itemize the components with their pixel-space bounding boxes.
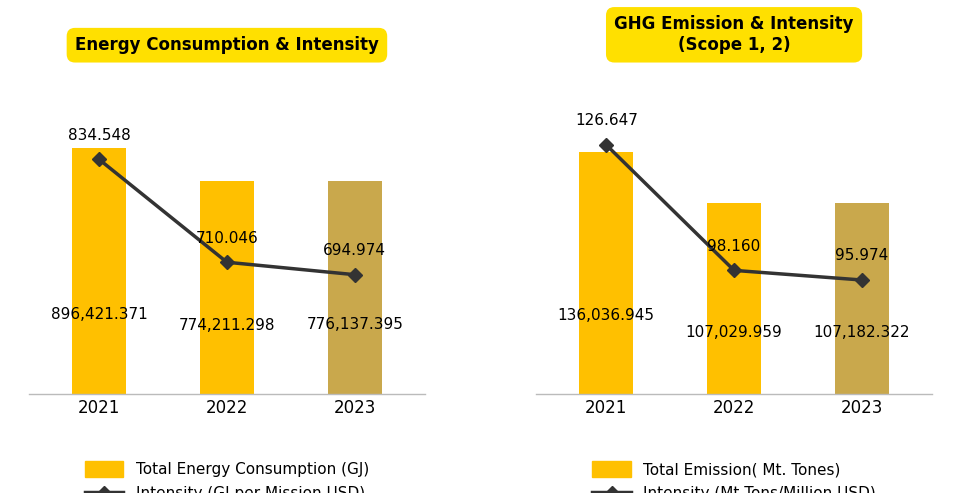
Text: 710.046: 710.046 (195, 231, 259, 246)
Text: 774,211.298: 774,211.298 (179, 317, 275, 333)
Title: Energy Consumption & Intensity: Energy Consumption & Intensity (75, 36, 379, 54)
Text: 107,182.322: 107,182.322 (814, 325, 910, 340)
Text: 107,029.959: 107,029.959 (686, 325, 782, 340)
Text: 126.647: 126.647 (575, 113, 638, 128)
Text: 694.974: 694.974 (323, 243, 386, 258)
Bar (835, 203, 889, 394)
Legend: Total Emission( Mt. Tones), Intensity (Mt Tons/Million USD): Total Emission( Mt. Tones), Intensity (M… (593, 461, 875, 493)
Bar (328, 181, 382, 394)
Text: 776,137.395: 776,137.395 (307, 317, 404, 332)
Bar (72, 147, 126, 394)
Text: 95.974: 95.974 (835, 248, 889, 263)
Bar (707, 203, 761, 394)
Text: 98.160: 98.160 (707, 239, 761, 254)
Bar (579, 151, 633, 394)
Text: 834.548: 834.548 (67, 128, 131, 143)
Text: 136,036.945: 136,036.945 (557, 308, 654, 323)
Title: GHG Emission & Intensity
(Scope 1, 2): GHG Emission & Intensity (Scope 1, 2) (614, 15, 853, 54)
Text: 896,421.371: 896,421.371 (51, 307, 147, 322)
Legend: Total Energy Consumption (GJ), Intensity (GJ per Mission USD): Total Energy Consumption (GJ), Intensity… (86, 461, 369, 493)
Bar (200, 181, 254, 394)
